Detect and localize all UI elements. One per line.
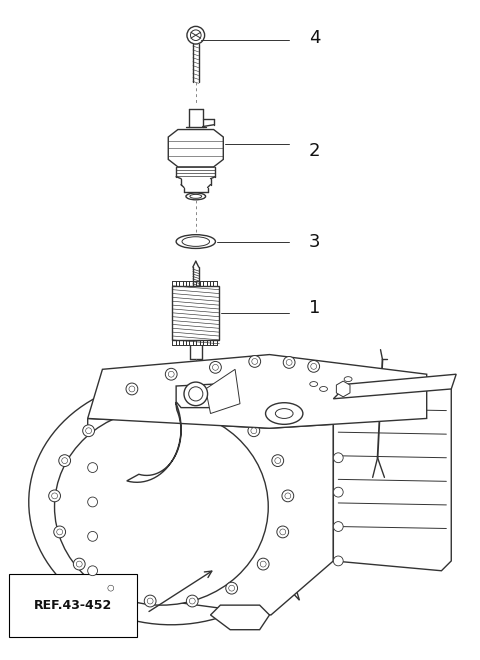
Circle shape [333,521,343,531]
Circle shape [52,493,58,499]
Circle shape [48,490,60,502]
Circle shape [257,558,269,570]
Polygon shape [168,129,223,167]
Circle shape [189,598,195,604]
Polygon shape [193,261,199,286]
Ellipse shape [276,409,293,418]
Circle shape [248,425,260,437]
Circle shape [213,364,218,370]
Circle shape [286,360,292,366]
Ellipse shape [182,237,210,246]
Circle shape [88,531,97,541]
Circle shape [280,529,286,535]
Polygon shape [29,393,313,625]
Ellipse shape [190,195,202,198]
Circle shape [285,493,291,499]
Circle shape [277,526,288,538]
Circle shape [57,529,62,535]
Circle shape [62,457,68,463]
Circle shape [59,455,71,467]
Circle shape [210,362,221,374]
Text: 3: 3 [309,232,320,251]
Polygon shape [127,403,181,482]
Ellipse shape [176,235,216,248]
Circle shape [88,497,97,507]
Polygon shape [211,605,269,630]
Polygon shape [336,381,350,397]
Circle shape [144,595,156,607]
Circle shape [226,582,238,594]
Circle shape [191,30,201,40]
Ellipse shape [344,377,352,381]
Circle shape [73,558,85,570]
Circle shape [184,382,207,406]
Circle shape [108,585,114,591]
Circle shape [88,463,97,473]
Ellipse shape [310,381,318,387]
Polygon shape [176,384,216,408]
Ellipse shape [55,409,268,605]
Circle shape [189,387,203,401]
Polygon shape [88,354,427,428]
Circle shape [186,595,198,607]
Circle shape [275,457,281,463]
Circle shape [308,360,320,372]
Circle shape [165,368,177,380]
Bar [172,286,219,340]
Circle shape [249,356,261,368]
Circle shape [76,561,82,567]
Circle shape [333,453,343,463]
Text: 1: 1 [309,300,320,317]
Text: 2: 2 [309,142,320,160]
Circle shape [228,585,235,591]
Polygon shape [333,374,456,399]
Circle shape [83,425,95,437]
Polygon shape [88,399,427,615]
Circle shape [85,428,92,434]
Circle shape [252,358,258,364]
Circle shape [260,561,266,567]
Circle shape [251,428,257,434]
Text: 4: 4 [309,29,320,47]
Circle shape [283,356,295,368]
Circle shape [333,556,343,566]
Circle shape [272,455,284,467]
Circle shape [282,490,294,502]
Polygon shape [333,384,451,571]
Polygon shape [205,370,240,414]
Circle shape [126,383,138,395]
Ellipse shape [265,403,303,424]
Circle shape [105,582,117,594]
Circle shape [311,364,317,370]
Circle shape [333,487,343,497]
Circle shape [129,386,135,392]
Circle shape [168,372,174,377]
Text: REF.43-452: REF.43-452 [34,599,112,612]
Circle shape [187,26,204,44]
Ellipse shape [320,387,327,391]
Circle shape [147,598,153,604]
Circle shape [54,526,66,538]
Circle shape [88,566,97,576]
Ellipse shape [186,193,205,200]
